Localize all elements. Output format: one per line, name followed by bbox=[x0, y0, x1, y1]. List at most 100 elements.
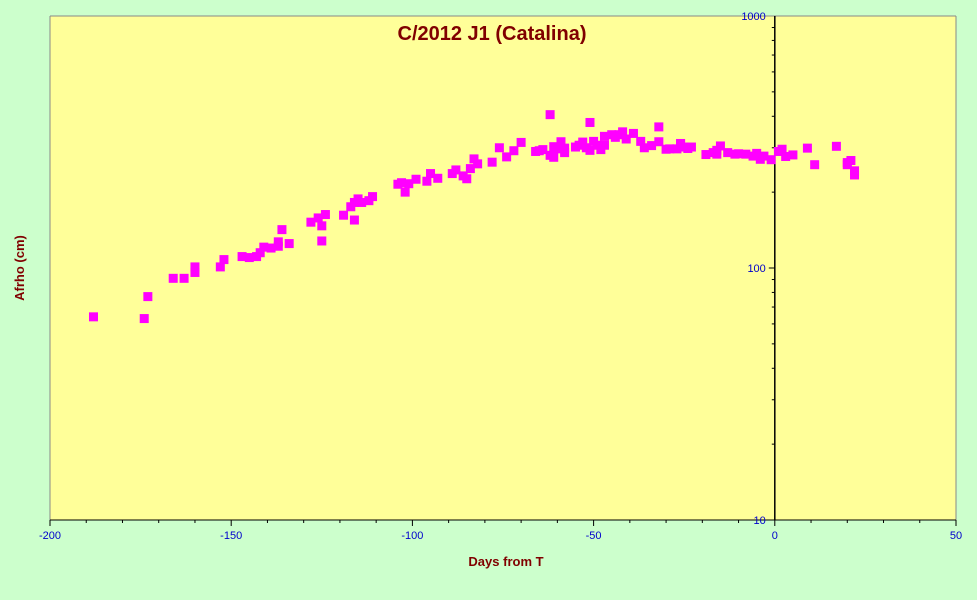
data-point bbox=[639, 143, 649, 153]
data-point bbox=[686, 142, 696, 152]
y-axis: 10 100 1000 bbox=[741, 11, 776, 527]
data-point bbox=[273, 237, 283, 247]
data-point bbox=[422, 176, 432, 186]
y-axis-label: Afrho (cm) bbox=[12, 235, 27, 301]
data-point bbox=[715, 141, 725, 151]
data-point bbox=[538, 145, 548, 155]
data-point bbox=[654, 137, 664, 147]
data-point bbox=[494, 143, 504, 153]
x-tick-label: -100 bbox=[401, 530, 423, 542]
data-point bbox=[647, 141, 657, 151]
x-tick-label: 0 bbox=[772, 530, 778, 542]
data-point bbox=[190, 262, 200, 272]
y-tick-label: 10 bbox=[754, 515, 766, 527]
data-point bbox=[320, 210, 330, 220]
data-point bbox=[759, 151, 769, 161]
data-point bbox=[168, 273, 178, 283]
data-point bbox=[560, 143, 570, 153]
data-point bbox=[585, 145, 595, 155]
data-point bbox=[487, 157, 497, 167]
data-point bbox=[766, 155, 776, 165]
data-point bbox=[516, 137, 526, 147]
data-point bbox=[509, 146, 519, 156]
data-point bbox=[306, 217, 316, 227]
data-point bbox=[850, 170, 860, 180]
data-point bbox=[777, 144, 787, 154]
data-point bbox=[618, 127, 628, 137]
data-point bbox=[400, 187, 410, 197]
data-point bbox=[462, 174, 472, 184]
data-point bbox=[143, 292, 153, 302]
data-point bbox=[139, 314, 149, 324]
data-point bbox=[190, 267, 200, 277]
data-point bbox=[465, 164, 475, 174]
x-tick-label: -50 bbox=[586, 530, 602, 542]
data-point bbox=[701, 150, 711, 160]
data-point bbox=[621, 134, 631, 144]
data-point bbox=[317, 221, 327, 231]
data-point bbox=[433, 173, 443, 183]
x-axis-label: Days from T bbox=[468, 554, 543, 569]
data-point bbox=[712, 149, 722, 159]
data-point bbox=[654, 122, 664, 132]
data-point bbox=[219, 255, 229, 265]
data-point bbox=[665, 144, 675, 154]
data-point bbox=[599, 140, 609, 150]
data-point bbox=[556, 137, 566, 147]
x-tick-label: -200 bbox=[39, 530, 61, 542]
data-point bbox=[672, 144, 682, 154]
data-point bbox=[266, 243, 276, 253]
x-tick-label: 50 bbox=[950, 530, 962, 542]
data-point bbox=[469, 154, 479, 164]
data-point bbox=[545, 110, 555, 120]
data-point bbox=[255, 248, 265, 258]
data-point bbox=[831, 141, 841, 151]
data-point bbox=[284, 239, 294, 249]
data-point bbox=[88, 312, 98, 322]
data-point bbox=[585, 117, 595, 127]
data-point bbox=[397, 178, 407, 188]
data-point bbox=[259, 242, 269, 252]
data-point bbox=[357, 197, 367, 207]
data-points bbox=[88, 110, 860, 324]
data-point bbox=[244, 253, 254, 263]
data-point bbox=[549, 152, 559, 162]
y-tick-label: 100 bbox=[747, 263, 765, 275]
data-point bbox=[349, 215, 359, 225]
plot-area bbox=[50, 16, 956, 520]
x-tick-label: -150 bbox=[220, 530, 242, 542]
data-point bbox=[781, 151, 791, 161]
data-point bbox=[734, 149, 744, 159]
data-point bbox=[552, 144, 562, 154]
data-point bbox=[313, 213, 323, 223]
data-point bbox=[473, 159, 483, 169]
data-point bbox=[426, 169, 436, 179]
data-point bbox=[846, 156, 856, 166]
data-point bbox=[179, 273, 189, 283]
data-point bbox=[277, 225, 287, 235]
data-point bbox=[599, 131, 609, 141]
data-point bbox=[802, 143, 812, 153]
data-point bbox=[502, 152, 512, 162]
data-point bbox=[404, 179, 414, 189]
data-point bbox=[636, 136, 646, 146]
data-point bbox=[215, 262, 225, 272]
data-point bbox=[237, 252, 247, 262]
data-point bbox=[339, 210, 349, 220]
data-point bbox=[578, 137, 588, 147]
data-point bbox=[723, 148, 733, 158]
data-point bbox=[676, 138, 686, 148]
data-point bbox=[788, 150, 798, 160]
data-point bbox=[741, 149, 751, 159]
data-point bbox=[451, 165, 461, 175]
x-axis-ticks: -200 -150 -100 -50 0 50 bbox=[39, 520, 962, 542]
data-point bbox=[368, 192, 378, 202]
data-point bbox=[810, 160, 820, 170]
y-tick-label: 1000 bbox=[741, 11, 765, 23]
data-point bbox=[317, 236, 327, 246]
data-point bbox=[411, 174, 421, 184]
chart-title: C/2012 J1 (Catalina) bbox=[398, 23, 587, 45]
data-point bbox=[628, 128, 638, 138]
data-point bbox=[752, 148, 762, 158]
